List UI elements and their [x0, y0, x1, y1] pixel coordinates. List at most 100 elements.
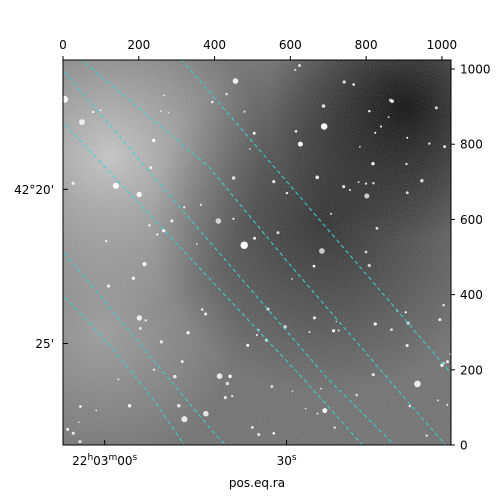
- star: [320, 123, 328, 130]
- top-tick-label: 1000: [427, 38, 458, 52]
- star: [425, 434, 428, 437]
- star: [330, 212, 333, 215]
- star: [79, 119, 85, 125]
- star-field: [63, 64, 451, 444]
- star: [78, 440, 82, 444]
- star: [405, 343, 409, 348]
- star: [367, 263, 371, 268]
- star: [276, 231, 280, 235]
- star: [167, 111, 170, 114]
- star: [231, 395, 234, 398]
- star: [408, 404, 412, 408]
- star: [342, 185, 346, 189]
- star: [131, 276, 135, 280]
- star: [446, 403, 449, 406]
- star: [149, 166, 153, 169]
- star: [405, 191, 409, 195]
- star: [348, 189, 351, 192]
- star: [253, 236, 257, 240]
- star: [106, 284, 111, 288]
- star: [127, 404, 132, 408]
- star: [333, 426, 336, 429]
- star: [249, 148, 251, 150]
- top-tick-label: 0: [59, 38, 67, 52]
- star: [79, 405, 82, 408]
- star: [291, 390, 294, 392]
- star: [142, 262, 147, 267]
- star: [312, 316, 317, 320]
- star: [294, 130, 298, 133]
- star: [414, 380, 421, 388]
- plot-frame: [62, 59, 452, 446]
- star: [77, 421, 80, 423]
- star: [390, 328, 393, 331]
- star: [357, 181, 360, 184]
- star: [199, 203, 203, 207]
- star: [180, 360, 184, 363]
- star: [438, 318, 442, 322]
- star: [315, 175, 319, 180]
- star: [436, 399, 440, 402]
- star: [170, 219, 174, 223]
- star: [252, 131, 256, 135]
- star: [331, 329, 336, 333]
- star: [136, 191, 142, 198]
- star: [177, 403, 181, 408]
- star: [243, 110, 246, 113]
- star: [251, 426, 254, 429]
- star: [148, 224, 151, 227]
- top-tick-label: 800: [355, 38, 378, 52]
- star: [294, 68, 297, 72]
- star: [63, 95, 69, 103]
- star: [297, 141, 303, 147]
- ra-grid-line: [181, 60, 451, 375]
- star: [152, 138, 156, 143]
- star: [404, 311, 407, 314]
- star: [257, 433, 261, 437]
- star: [445, 360, 449, 364]
- left-dec-axis: 42°20' 25': [14, 183, 68, 351]
- star: [210, 100, 214, 104]
- star: [420, 179, 424, 183]
- star: [321, 104, 326, 108]
- star: [225, 381, 230, 386]
- star: [232, 217, 235, 220]
- star: [231, 176, 236, 180]
- ra-grid-line: [63, 250, 227, 445]
- sky-image: [63, 60, 451, 445]
- star: [387, 116, 390, 119]
- star: [136, 315, 143, 321]
- star: [163, 94, 166, 97]
- top-tick-label: 600: [279, 38, 302, 52]
- star: [308, 331, 311, 334]
- star: [144, 319, 147, 322]
- star: [304, 407, 307, 410]
- star: [442, 303, 445, 307]
- star: [312, 264, 316, 268]
- star: [355, 393, 358, 397]
- star: [371, 162, 375, 166]
- star: [195, 243, 198, 245]
- dec-grid-line: [80, 60, 447, 445]
- star: [173, 374, 177, 379]
- star: [228, 374, 232, 379]
- star: [159, 340, 163, 344]
- dec-tick-label: 25': [35, 337, 54, 351]
- star: [320, 387, 322, 390]
- top-tick-label: 400: [203, 38, 226, 52]
- star: [161, 228, 166, 233]
- star: [335, 320, 338, 323]
- star: [352, 83, 356, 86]
- star: [183, 206, 186, 209]
- ra-tick-label: 22h03m00s: [72, 453, 137, 468]
- star: [342, 80, 346, 84]
- star: [105, 239, 108, 243]
- star: [203, 410, 209, 417]
- star: [156, 233, 159, 236]
- star: [159, 110, 162, 112]
- star: [405, 162, 408, 166]
- star: [379, 125, 383, 128]
- star: [216, 373, 223, 380]
- star: [322, 408, 328, 414]
